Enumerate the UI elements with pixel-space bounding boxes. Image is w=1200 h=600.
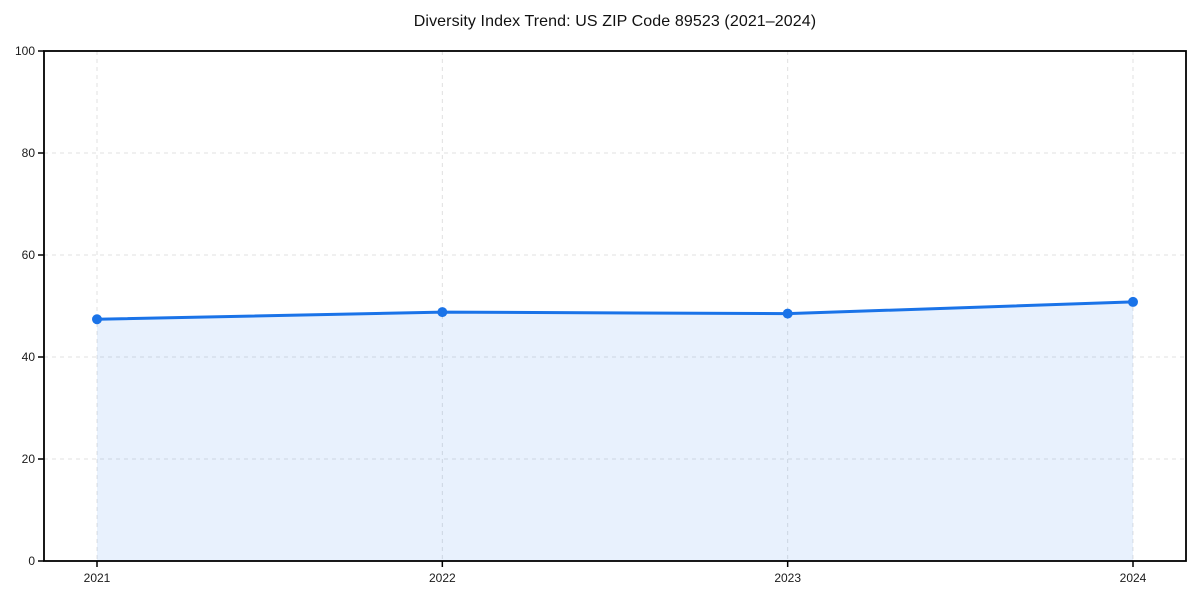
x-axis-tick-label: 2022	[429, 571, 456, 585]
line-series	[95, 300, 1135, 321]
y-axis-tick-label: 80	[22, 146, 36, 160]
y-axis-tick-label: 100	[15, 44, 35, 58]
data-point-marker	[92, 314, 102, 325]
x-axis-tick-label: 2023	[774, 571, 801, 585]
y-axis-tick-label: 20	[22, 452, 36, 466]
y-axis-tick-label: 0	[28, 554, 35, 568]
data-point-marker	[782, 308, 793, 319]
data-point-marker	[437, 307, 448, 318]
x-axis-tick-label: 2024	[1120, 571, 1147, 585]
area-fill	[97, 301, 1133, 561]
y-axis-tick-label: 40	[22, 350, 36, 364]
data-point-marker	[1128, 296, 1138, 307]
plot-border	[43, 50, 1187, 562]
chart-title: Diversity Index Trend: US ZIP Code 89523…	[413, 13, 817, 30]
x-axis-tick-label: 2021	[84, 571, 111, 585]
y-axis-tick-label: 60	[22, 248, 36, 262]
